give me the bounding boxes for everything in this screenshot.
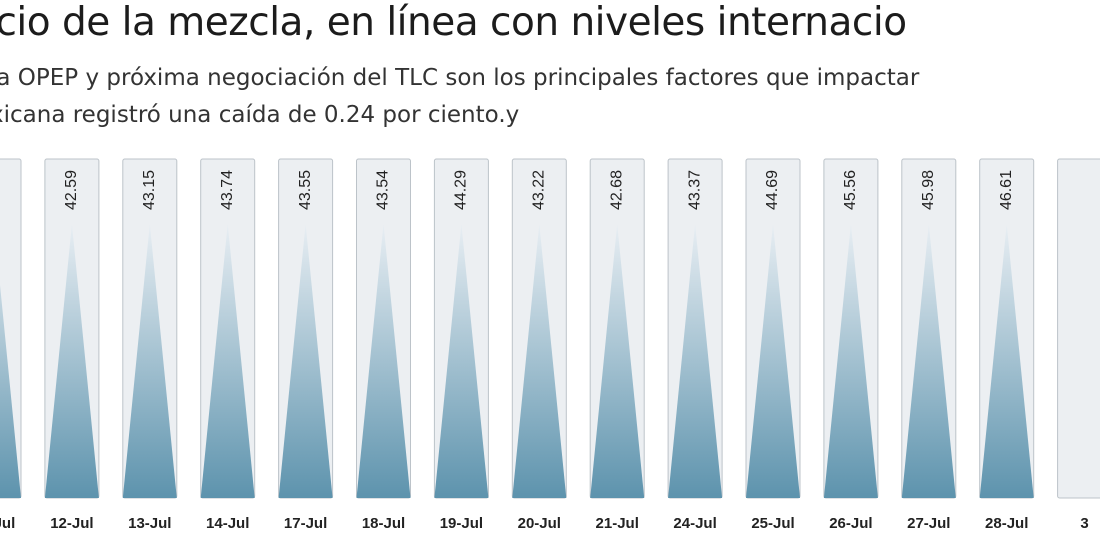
price-spike (590, 224, 645, 498)
value-label: 43.22 (531, 170, 548, 210)
chart-subtitle-line-2: xicana registró una caída de 0.24 por ci… (0, 102, 520, 128)
chart-subtitle-line-1: la OPEP y próxima negociación del TLC so… (0, 65, 920, 91)
x-tick-label: 11-Jul (0, 515, 15, 532)
price-spike (668, 224, 723, 498)
price-spike (278, 224, 333, 498)
chart-title: ecio de la mezcla, en línea con niveles … (0, 0, 907, 45)
x-tick-label: 24-Jul (673, 515, 716, 532)
day-column (1057, 158, 1100, 499)
value-label: 43.74 (219, 170, 236, 210)
price-spike (512, 224, 567, 498)
x-tick-label: 3 (1080, 515, 1088, 532)
price-spike (823, 224, 878, 498)
x-tick-label: 13-Jul (128, 515, 171, 532)
x-tick-label: 26-Jul (829, 515, 872, 532)
value-label: 45.98 (920, 170, 937, 210)
x-tick-label: 21-Jul (596, 515, 639, 532)
price-spike (44, 224, 99, 498)
value-label: 43.55 (297, 170, 314, 210)
price-spike (746, 224, 800, 498)
value-label: 42.59 (63, 170, 80, 210)
value-label: 44.29 (453, 170, 470, 210)
value-label: 46.61 (998, 170, 1015, 210)
price-spike-chart: 41.94 42.59 43.15 43.74 43.55 43.54 44.29 43.22… (0, 158, 1100, 532)
value-label: 43.37 (686, 170, 703, 210)
value-label: 43.54 (375, 170, 392, 210)
x-tick-label: 17-Jul (284, 515, 327, 532)
x-tick-label: 14-Jul (206, 515, 249, 532)
value-label: 41.94 (0, 170, 2, 210)
price-spike (901, 224, 956, 498)
x-tick-label: 25-Jul (751, 515, 794, 532)
x-tick-label: 18-Jul (362, 515, 405, 532)
price-spike (122, 224, 177, 498)
price-spike (356, 224, 411, 498)
x-tick-label: 19-Jul (440, 515, 483, 532)
x-tick-label: 27-Jul (907, 515, 950, 532)
x-tick-label: 20-Jul (518, 515, 561, 532)
value-label: 45.56 (842, 170, 859, 210)
price-spike (200, 224, 255, 498)
value-label: 44.69 (764, 170, 781, 210)
x-tick-label: 28-Jul (985, 515, 1028, 532)
x-tick-label: 12-Jul (50, 515, 93, 532)
price-spike (434, 224, 489, 498)
price-spike (979, 224, 1034, 498)
value-label: 43.15 (141, 170, 158, 210)
value-label: 42.68 (608, 170, 625, 210)
